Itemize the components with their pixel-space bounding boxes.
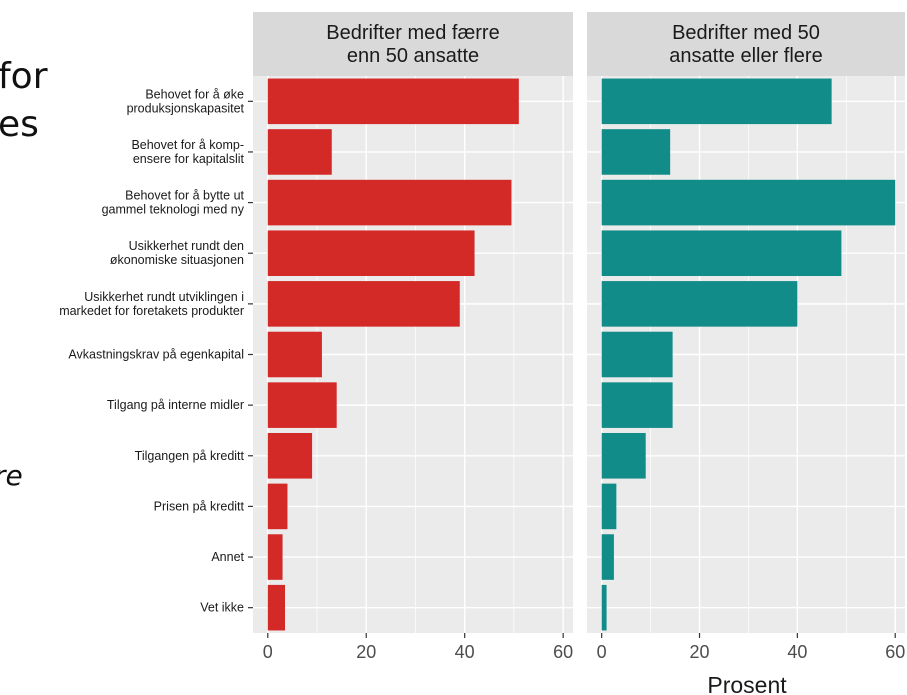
x-tick-label: 0 bbox=[263, 642, 273, 662]
x-axis-title: Prosent bbox=[707, 672, 787, 695]
bar bbox=[602, 332, 673, 378]
category-label: Tilgangen på kreditt bbox=[135, 449, 245, 463]
facet-title: Bedrifter med færre enn 50 ansatte bbox=[326, 22, 499, 67]
bar bbox=[268, 332, 322, 378]
bar bbox=[268, 230, 475, 276]
bar bbox=[602, 382, 673, 428]
category-label: Usikkerhet rundt utviklingen i markedet f… bbox=[59, 290, 244, 318]
bar bbox=[268, 433, 312, 479]
category-label: Behovet for å komp-ensere for kapitalsli… bbox=[131, 138, 244, 166]
bar bbox=[268, 585, 285, 631]
bar bbox=[602, 230, 842, 276]
bar bbox=[268, 382, 337, 428]
x-tick-label: 40 bbox=[455, 642, 475, 662]
x-tick-label: 60 bbox=[553, 642, 573, 662]
category-label: Usikkerhet rundt den økonomiske situasjon… bbox=[110, 239, 244, 267]
bar bbox=[602, 433, 646, 479]
bar bbox=[268, 281, 460, 327]
bar bbox=[602, 534, 614, 580]
bar bbox=[268, 79, 519, 125]
bar bbox=[268, 180, 512, 226]
bar bbox=[268, 534, 283, 580]
x-tick-label: 20 bbox=[690, 642, 710, 662]
bar bbox=[602, 129, 670, 175]
bar bbox=[602, 79, 832, 125]
category-label: Prisen på kreditt bbox=[154, 499, 245, 513]
x-tick-label: 40 bbox=[787, 642, 807, 662]
bar bbox=[602, 484, 617, 530]
bar bbox=[602, 585, 607, 631]
category-label: Annet bbox=[211, 550, 244, 564]
bar bbox=[602, 180, 896, 226]
category-label: Behovet for å bytte ut gammel teknologi m… bbox=[102, 189, 245, 217]
bar bbox=[268, 129, 332, 175]
bar bbox=[602, 281, 798, 327]
facet-title: Bedrifter med 50 ansatte eller flere bbox=[669, 22, 822, 67]
category-label: Tilgang på interne midler bbox=[107, 398, 244, 412]
category-label: Behovet for å øke produksjonskapasitet bbox=[127, 87, 245, 115]
x-tick-label: 60 bbox=[885, 642, 905, 662]
x-tick-label: 0 bbox=[597, 642, 607, 662]
category-label: Avkastningskrav på egenkapital bbox=[68, 348, 244, 362]
x-tick-label: 20 bbox=[356, 642, 376, 662]
category-label: Vet ikke bbox=[200, 601, 244, 615]
bar bbox=[268, 484, 288, 530]
